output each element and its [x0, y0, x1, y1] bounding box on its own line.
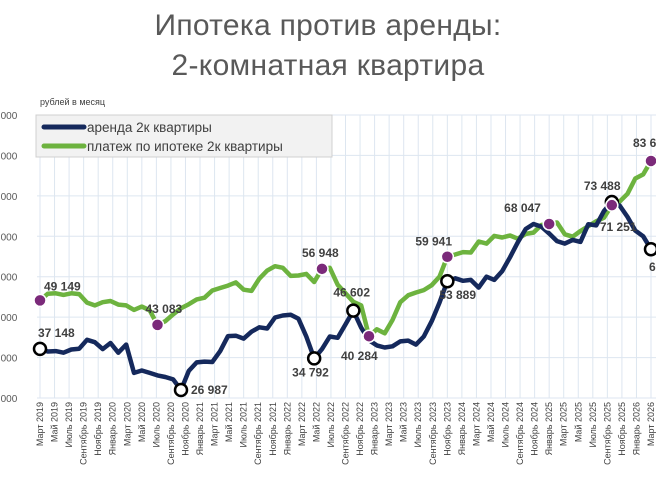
x-tick-label: Июль 2023 [413, 402, 423, 447]
x-tick-label: Январь 2020 [108, 402, 118, 455]
chart-title-line-1: Ипотека против аренды: [154, 9, 502, 42]
mortgage-data-label: 71 251 [600, 220, 637, 234]
mortgage-data-label: 56 948 [302, 246, 339, 260]
y-tick-label: 75 000 [0, 192, 18, 203]
x-tick-label: Март 2021 [210, 402, 220, 446]
mortgage-data-label: 43 083 [146, 302, 183, 316]
x-tick-label: Ноябрь 2022 [355, 402, 365, 456]
mortgage-point-marker [362, 329, 376, 343]
rent-point-marker [306, 351, 322, 366]
x-tick-label: Сентябрь 2023 [428, 402, 438, 465]
x-tick-label: Март 2026 [646, 402, 656, 446]
x-tick-label: Сентябрь 2019 [79, 402, 89, 465]
mortgage-point-marker [150, 318, 165, 332]
x-tick-label: Сентябрь 2021 [253, 402, 263, 465]
rent-point-marker [173, 382, 189, 398]
gridlines [37, 114, 656, 399]
x-tick-label: Май 2023 [399, 402, 409, 442]
rent-data-label: 37 148 [38, 326, 75, 340]
rent-data-label: 61 8 [649, 260, 656, 274]
x-tick-label: Май 2021 [224, 402, 234, 442]
x-tick-label: Июль 2020 [151, 402, 161, 447]
x-tick-label: Март 2019 [35, 402, 45, 446]
mortgage-data-label: 59 941 [415, 235, 452, 249]
rent-data-label: 46 602 [333, 286, 370, 300]
x-tick-label: Январь 2021 [195, 402, 205, 455]
x-tick-label: Май 2024 [486, 402, 496, 442]
y-tick-label: 55 000 [0, 273, 18, 284]
y-tick-label: 25 000 [0, 394, 18, 405]
x-tick-label: Май 2025 [573, 402, 583, 442]
x-tick-label: Май 2022 [311, 402, 321, 442]
chart-title: Ипотека против аренды: 2-комнатная кварт… [0, 6, 656, 86]
x-tick-label: Ноябрь 2024 [530, 402, 540, 456]
x-tick-label: Май 2019 [50, 402, 60, 442]
x-tick-label: Июль 2021 [239, 402, 249, 447]
legend-box [35, 114, 333, 158]
x-tick-label: Сентябрь 2024 [515, 402, 525, 465]
mortgage-point-marker [440, 249, 455, 264]
x-tick-label: Июль 2024 [501, 402, 511, 447]
x-tick-label: Январь 2026 [631, 402, 641, 455]
x-tick-label: Март 2020 [122, 402, 132, 446]
x-tick-label: Ноябрь 2020 [180, 402, 190, 456]
x-tick-label: Ноябрь 2019 [93, 402, 103, 456]
legend: аренда 2к квартиры платеж по ипотеке 2к … [35, 114, 333, 158]
x-tick-label: Январь 2022 [282, 402, 292, 455]
x-axis-tick-labels: Март 2019 Май 2019 Июль 2019 Сентябрь 2019 Н… [35, 402, 656, 465]
mortgage-data-label: 49 149 [44, 279, 81, 293]
x-tick-label: Сентябрь 2022 [341, 402, 351, 465]
mortgage-point-marker [315, 262, 329, 276]
x-tick-label: Март 2024 [471, 402, 481, 446]
y-tick-label: 45 000 [0, 313, 18, 324]
mortgage-point-marker [33, 293, 47, 308]
rent-point-marker [32, 341, 48, 357]
rent-data-label: 26 987 [191, 383, 228, 397]
rent-point-marker [643, 241, 656, 257]
data-labels: 37 148 26 987 34 792 46 602 53 889 73 488 61 8… [38, 136, 656, 397]
y-tick-label: 95 000 [0, 111, 18, 122]
x-tick-label: Сентябрь 2025 [602, 402, 612, 465]
y-axis-unit-label: рублей в месяц [40, 97, 105, 107]
x-tick-label: Март 2023 [384, 402, 394, 446]
chart-title-line-2: 2-комнатная квартира [171, 49, 485, 82]
mortgage-point-marker [605, 198, 619, 212]
legend-label-rent: аренда 2к квартиры [87, 120, 212, 135]
x-tick-label: Январь 2024 [457, 402, 467, 455]
y-axis-tick-labels: 25 000 35 000 45 000 55 000 65 000 75 000 85 0… [0, 111, 18, 405]
y-tick-label: 65 000 [0, 232, 18, 243]
x-tick-label: Ноябрь 2025 [617, 402, 627, 456]
x-tick-label: Март 2022 [297, 402, 307, 446]
mortgage-data-label: 40 284 [341, 349, 378, 363]
mortgage-point-marker [644, 154, 656, 168]
legend-label-mortgage: платеж по ипотеке 2к квартиры [87, 139, 283, 154]
y-tick-label: 85 000 [0, 151, 18, 162]
x-tick-label: Июль 2019 [64, 402, 74, 447]
x-tick-label: Сентябрь 2020 [166, 402, 176, 465]
x-tick-label: Март 2025 [559, 402, 569, 446]
x-tick-label: Май 2020 [137, 402, 147, 442]
x-tick-label: Ноябрь 2023 [442, 402, 452, 456]
rent-point-marker [346, 303, 361, 318]
series-markers [32, 154, 656, 398]
rent-point-marker [440, 273, 455, 289]
mortgage-data-label: 83 632 [633, 136, 656, 150]
mortgage-data-label: 68 047 [504, 201, 541, 215]
x-tick-label: Январь 2023 [370, 402, 380, 455]
x-tick-label: Ноябрь 2021 [268, 402, 278, 456]
mortgage-point-marker [542, 217, 556, 231]
x-tick-label: Июль 2025 [588, 402, 598, 447]
y-tick-label: 35 000 [0, 354, 18, 365]
x-tick-label: Июль 2022 [326, 402, 336, 447]
x-tick-label: Январь 2025 [544, 402, 554, 455]
rent-data-label: 73 488 [584, 179, 621, 193]
rent-data-label: 53 889 [439, 288, 476, 302]
rent-data-label: 34 792 [292, 365, 329, 379]
rent-series-line [37, 199, 654, 393]
